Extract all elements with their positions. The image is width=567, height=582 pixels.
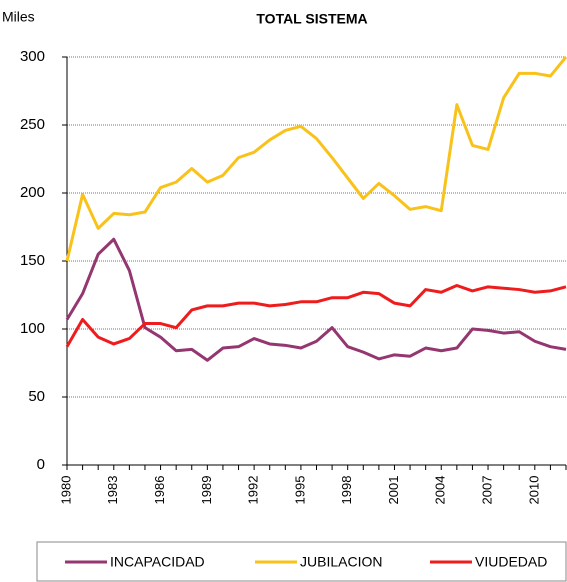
x-tick-label: 1995 <box>292 476 307 505</box>
y-tick-label: 150 <box>20 252 45 269</box>
y-tick-label: 300 <box>20 48 45 65</box>
x-tick-label: 2004 <box>433 476 448 505</box>
legend-label: INCAPACIDAD <box>110 554 205 570</box>
x-tick-label: 1980 <box>58 476 73 505</box>
y-tick-label: 100 <box>20 320 45 337</box>
x-tick-label: 1992 <box>246 476 261 505</box>
legend-box <box>36 541 567 582</box>
y-tick-label: 50 <box>28 388 45 405</box>
x-tick-label: 1983 <box>105 476 120 505</box>
chart-title: TOTAL SISTEMA <box>256 11 367 27</box>
legend-label: VIUDEDAD <box>475 554 547 570</box>
x-tick-label: 2007 <box>479 476 494 505</box>
y-axis-label: Miles <box>2 9 35 25</box>
x-tick-label: 2001 <box>386 476 401 505</box>
y-tick-label: 200 <box>20 184 45 201</box>
x-tick-label: 1986 <box>152 476 167 505</box>
y-tick-label: 250 <box>20 116 45 133</box>
legend-label: JUBILACION <box>300 554 382 570</box>
series-line <box>65 56 567 262</box>
x-tick-label: 2010 <box>526 476 541 505</box>
series-line <box>65 283 567 348</box>
y-tick-label: 0 <box>37 456 45 473</box>
x-tick-label: 1989 <box>199 476 214 505</box>
x-tick-label: 1998 <box>339 476 354 505</box>
series-line <box>65 237 567 362</box>
